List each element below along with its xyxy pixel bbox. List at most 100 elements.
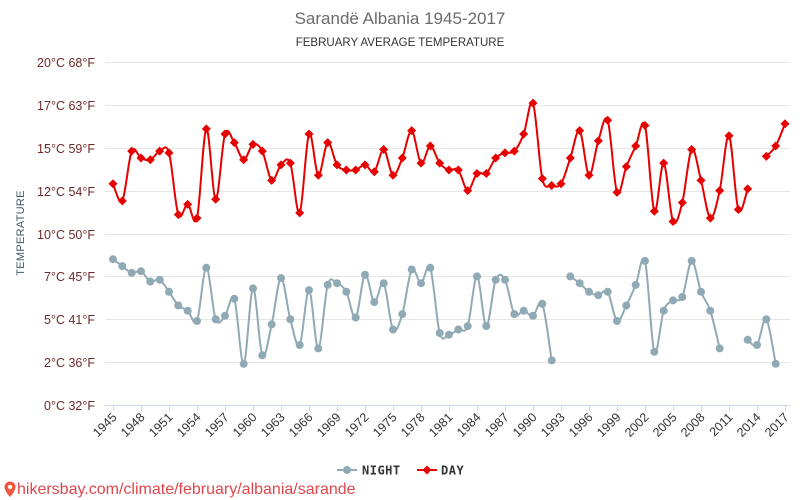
day-point-1969 [332,160,342,170]
x-tick-label: 1951 [146,410,176,440]
night-point-1948 [137,267,145,276]
day-point-1960 [248,139,258,149]
night-point-1962 [267,320,276,329]
y-tick-label: 2°C 36°F [44,356,95,370]
x-tick-label: 1957 [202,410,232,440]
day-point-1983 [463,186,473,196]
night-point-2014 [753,341,761,349]
chart-subtitle: FEBRUARY AVERAGE TEMPERATURE [296,37,505,49]
night-point-1996 [585,287,593,296]
x-tick-label: 2005 [650,410,680,440]
night-point-1953 [183,306,192,315]
day-point-1975 [388,170,398,180]
night-point-1969 [333,279,341,288]
day-point-1957 [220,129,230,139]
credits-link[interactable]: hikersbay.com/climate/february/albania/s… [4,481,356,498]
day-point-1977 [407,126,417,136]
day-point-1993 [556,179,566,189]
day-point-1991 [537,174,547,184]
x-tick-label: 2002 [622,410,652,440]
x-tick-label: 1999 [594,410,624,440]
x-tick-label: 1993 [538,410,568,440]
x-tick-label: 2011 [707,410,736,439]
day-point-2004 [659,158,669,168]
day-point-1965 [295,208,305,218]
night-point-2004 [659,306,668,315]
x-tick-label: 2014 [734,410,764,440]
night-point-1982 [454,325,463,334]
x-tick-label: 1990 [510,410,540,440]
day-point-1963 [276,160,286,170]
night-series-line [112,258,553,365]
night-point-2016 [771,359,780,368]
day-point-1986 [491,153,501,163]
night-point-1975 [389,325,397,334]
y-tick-label: 0°C 32°F [44,399,95,413]
grid-lines [105,62,790,363]
day-series [108,98,790,226]
x-axis: 1945194819511954195719601963196619691972… [90,405,792,440]
night-point-2008 [697,287,705,296]
day-point-2007 [687,144,697,154]
night-point-1968 [323,280,332,289]
y-tick-label: 5°C 41°F [44,313,95,327]
legend-item-night[interactable]: NIGHT [337,464,401,478]
x-tick-label: 1984 [454,410,484,440]
night-point-1998 [603,287,612,296]
x-tick-label: 1948 [118,410,148,440]
night-point-2010 [715,344,724,353]
x-tick-label: 1945 [90,410,120,440]
night-series-line [569,257,721,354]
day-point-1959 [239,155,249,165]
day-point-1994 [565,153,575,163]
night-point-1999 [613,317,621,325]
night-series-line [746,318,777,365]
night-point-1970 [342,287,351,296]
plot-series [108,98,790,368]
credits-text: hikersbay.com/climate/february/albania/s… [17,481,356,498]
day-point-2006 [677,198,687,208]
night-point-1997 [594,291,603,300]
day-point-2017 [780,119,790,129]
day-point-1956 [211,194,221,204]
night-point-1976 [398,310,407,319]
night-point-1963 [277,274,285,283]
y-axis-labels: 0°C 32°F 2°C 36°F 5°C 41°F 7°C 45°F 10°C 50°… [37,56,95,413]
chart-title: Sarandë Albania 1945-2017 [295,9,506,28]
x-tick-label: 1972 [342,410,372,440]
day-point-1999 [612,187,622,197]
day-point-1989 [519,129,529,139]
day-point-1995 [575,126,585,136]
day-point-1964 [285,158,295,168]
night-point-1961 [258,351,267,360]
night-point-1971 [351,313,360,322]
night-point-1983 [463,322,472,331]
day-point-1971 [351,165,361,175]
day-point-1998 [603,115,613,125]
day-point-1950 [155,146,165,156]
night-point-1972 [361,270,369,279]
night-point-1965 [295,341,304,349]
night-point-2003 [650,347,659,356]
day-point-1947 [127,146,137,156]
legend-item-day[interactable]: DAY [417,464,464,478]
x-tick-label: 1996 [566,410,596,440]
day-point-1949 [145,155,155,165]
night-point-1947 [127,268,136,277]
x-tick-label: 1975 [370,410,400,440]
x-tick-label: 2017 [762,410,792,440]
night-point-1956 [211,315,220,324]
night-point-1978 [417,279,425,288]
x-tick-label: 1969 [314,410,344,440]
day-point-1984 [472,168,482,178]
day-point-2002 [640,120,650,130]
night-point-1966 [305,286,313,295]
day-point-1997 [593,136,603,146]
night-point-1981 [445,330,453,339]
day-point-1988 [509,146,519,156]
night-point-1967 [314,344,323,353]
x-tick-label: 2008 [678,410,708,440]
day-point-2000 [621,162,631,172]
day-point-1948 [136,153,146,163]
day-point-1979 [425,141,435,151]
